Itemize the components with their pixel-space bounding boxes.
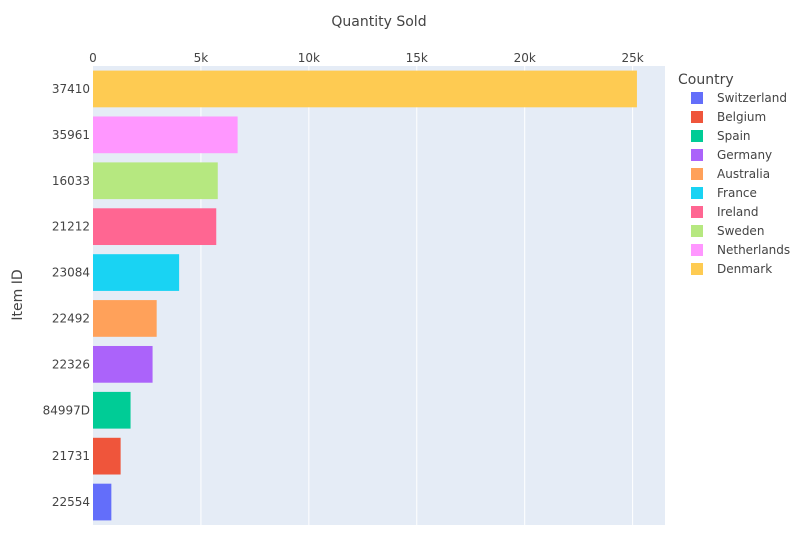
legend-label[interactable]: Ireland <box>717 205 759 219</box>
x-tick-label: 25k <box>622 51 644 65</box>
y-tick-label: 37410 <box>52 82 90 96</box>
legend-label[interactable]: France <box>717 186 757 200</box>
legend-title: Country <box>678 72 734 88</box>
legend-label[interactable]: Australia <box>717 167 770 181</box>
bar-switzerland[interactable] <box>93 483 112 521</box>
bar-denmark[interactable] <box>93 70 637 108</box>
legend-label[interactable]: Sweden <box>717 224 764 238</box>
legend-swatch[interactable] <box>691 187 703 199</box>
bars <box>93 70 637 521</box>
chart-title: Quantity Sold <box>331 14 426 30</box>
y-tick-label: 22492 <box>52 311 90 325</box>
legend-label[interactable]: Denmark <box>717 262 772 276</box>
legend-swatch[interactable] <box>691 244 703 256</box>
legend-label[interactable]: Belgium <box>717 110 766 124</box>
bar-netherlands[interactable] <box>93 116 238 154</box>
x-tick-label: 20k <box>514 51 536 65</box>
legend-swatch[interactable] <box>691 263 703 275</box>
y-tick-label: 22326 <box>52 357 90 371</box>
bar-germany[interactable] <box>93 345 153 383</box>
bar-australia[interactable] <box>93 300 157 337</box>
bar-belgium[interactable] <box>93 437 121 475</box>
y-tick-label: 21731 <box>52 449 90 463</box>
x-tick-label: 0 <box>89 51 97 65</box>
x-tick-label: 15k <box>406 51 428 65</box>
legend-label[interactable]: Switzerland <box>717 91 787 105</box>
bar-spain[interactable] <box>93 391 131 429</box>
y-axis-ticks: 37410 35961 16033 21212 23084 22492 22326 84997… <box>43 82 90 509</box>
y-axis-title: Item ID <box>10 269 26 320</box>
legend-label[interactable]: Germany <box>717 148 772 162</box>
y-tick-label: 21212 <box>52 220 90 234</box>
x-tick-label: 5k <box>194 51 209 65</box>
y-tick-label: 23084 <box>52 266 90 280</box>
legend-swatch[interactable] <box>691 111 703 123</box>
y-tick-label: 35961 <box>52 128 90 142</box>
bar-ireland[interactable] <box>93 208 217 246</box>
bar-france[interactable] <box>93 254 180 291</box>
legend-label[interactable]: Spain <box>717 129 751 143</box>
legend-label[interactable]: Netherlands <box>717 243 790 257</box>
y-tick-label: 22554 <box>52 495 90 509</box>
legend-swatch[interactable] <box>691 92 703 104</box>
x-tick-label: 10k <box>298 51 320 65</box>
y-tick-label: 16033 <box>52 174 90 188</box>
x-axis-ticks: 0 5k 10k 15k 20k 25k <box>89 51 644 65</box>
legend-swatch[interactable] <box>691 149 703 161</box>
bar-sweden[interactable] <box>93 162 218 200</box>
legend-swatch[interactable] <box>691 168 703 180</box>
legend-swatch[interactable] <box>691 225 703 237</box>
legend-swatch[interactable] <box>691 130 703 142</box>
legend-swatch[interactable] <box>691 206 703 218</box>
y-tick-label: 84997D <box>43 403 90 417</box>
legend: Switzerland Belgium Spain Germany Australia F… <box>691 91 790 276</box>
